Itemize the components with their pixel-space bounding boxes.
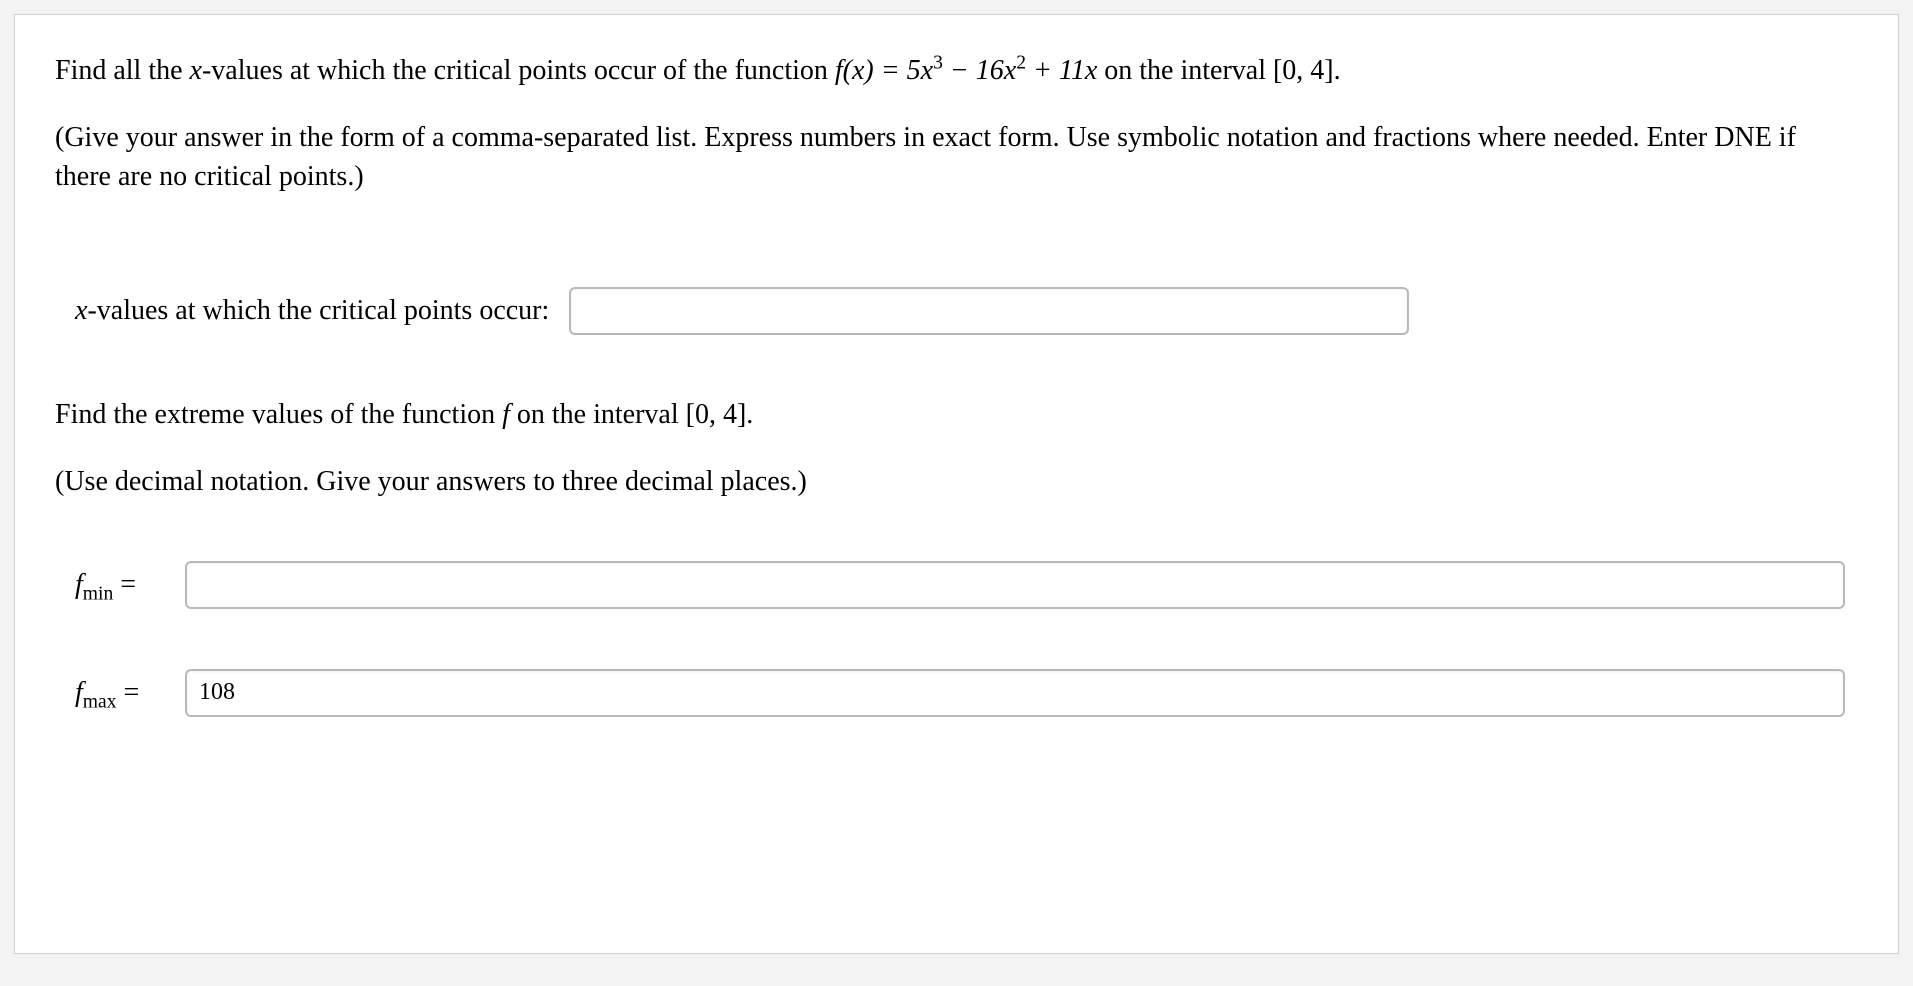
question-panel: Find all the x-values at which the criti… [14,14,1899,954]
fmax-row: fmax = [75,669,1858,717]
text-fragment: -values at which the critical points occ… [87,295,549,326]
question-line-1: Find all the x-values at which the criti… [55,51,1858,90]
interval-text: [0, 4]. [1273,55,1341,86]
equals-sign: = [113,569,136,600]
fmin-label: fmin = [75,569,165,601]
exponent: 3 [933,53,943,74]
function-expression: − 16x [943,55,1016,86]
subscript-min: min [83,584,113,605]
critical-points-input[interactable] [569,287,1409,335]
variable-f: f [502,399,510,430]
exponent: 2 [1016,53,1026,74]
function-expression: + 11x [1026,55,1097,86]
text-fragment: Find all the [55,55,190,86]
function-expression: f(x) = 5x [835,55,933,86]
part2-line-1: Find the extreme values of the function … [55,395,1858,434]
variable-x: x [75,295,87,326]
critical-points-label: x-values at which the critical points oc… [75,295,549,327]
fmin-input[interactable] [185,561,1845,609]
text-fragment: -values at which the critical points occ… [202,55,835,86]
fmax-label: fmax = [75,677,165,709]
critical-points-row: x-values at which the critical points oc… [75,287,1858,335]
text-fragment: on the interval [510,399,686,430]
text-fragment: on the interval [1097,55,1273,86]
fmax-input[interactable] [185,669,1845,717]
part2-instructions: (Use decimal notation. Give your answers… [55,462,1858,501]
instructions-text: (Give your answer in the form of a comma… [55,118,1858,196]
variable-f: f [75,569,83,600]
equals-sign: = [117,677,140,708]
variable-x: x [190,55,202,86]
text-fragment: Find the extreme values of the function [55,399,502,430]
subscript-max: max [83,692,117,713]
variable-f: f [75,677,83,708]
fmin-row: fmin = [75,561,1858,609]
interval-text: [0, 4]. [686,399,754,430]
